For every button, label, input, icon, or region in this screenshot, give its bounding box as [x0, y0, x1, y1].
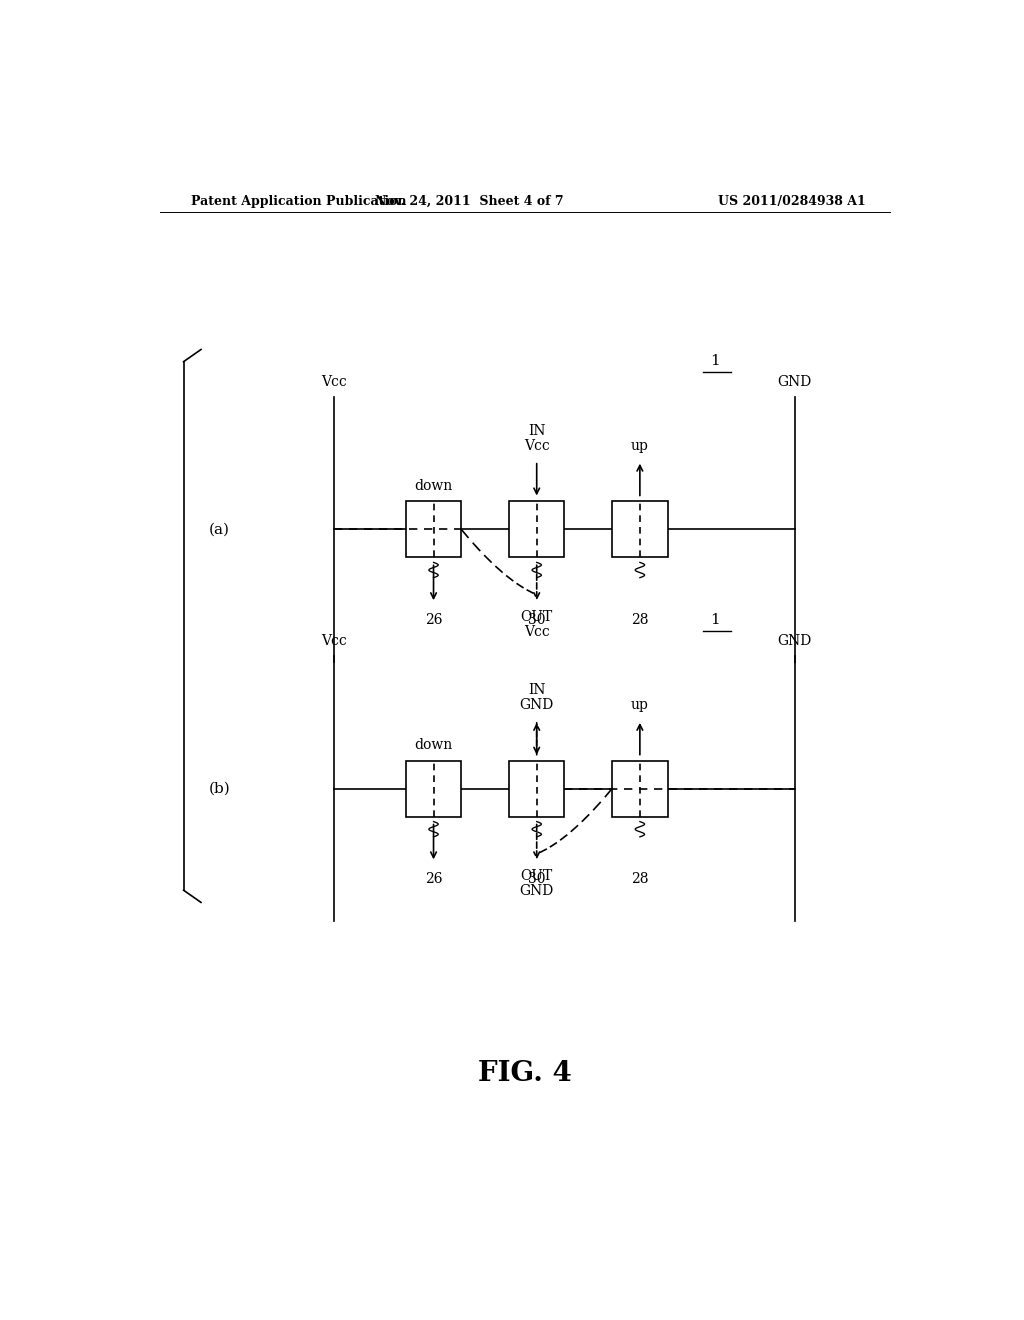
Text: Vcc: Vcc	[322, 635, 347, 648]
Text: 30: 30	[528, 614, 546, 627]
Text: down: down	[415, 479, 453, 494]
Text: GND: GND	[777, 635, 812, 648]
Text: IN
Vcc: IN Vcc	[524, 424, 550, 453]
Text: 1: 1	[711, 612, 720, 627]
Text: FIG. 4: FIG. 4	[478, 1060, 571, 1086]
Text: (b): (b)	[209, 781, 230, 796]
Text: US 2011/0284938 A1: US 2011/0284938 A1	[718, 194, 866, 207]
Text: OUT
GND: OUT GND	[519, 870, 554, 899]
Text: 28: 28	[631, 614, 648, 627]
Bar	[509, 760, 564, 817]
Bar	[612, 502, 668, 557]
Text: 30: 30	[528, 873, 546, 887]
Text: GND: GND	[777, 375, 812, 389]
Text: up: up	[631, 698, 649, 711]
Text: (a): (a)	[209, 523, 229, 536]
Text: IN
GND: IN GND	[519, 682, 554, 711]
Text: Vcc: Vcc	[322, 375, 347, 389]
Bar	[406, 760, 461, 817]
Text: Patent Application Publication: Patent Application Publication	[191, 194, 407, 207]
Text: 28: 28	[631, 873, 648, 887]
Text: down: down	[415, 738, 453, 752]
Text: 26: 26	[425, 614, 442, 627]
Bar	[612, 760, 668, 817]
Bar	[509, 502, 564, 557]
Text: 26: 26	[425, 873, 442, 887]
Text: Nov. 24, 2011  Sheet 4 of 7: Nov. 24, 2011 Sheet 4 of 7	[375, 194, 563, 207]
Bar	[406, 502, 461, 557]
Text: OUT
Vcc: OUT Vcc	[520, 610, 553, 639]
Text: up: up	[631, 438, 649, 453]
Text: 1: 1	[711, 354, 720, 368]
